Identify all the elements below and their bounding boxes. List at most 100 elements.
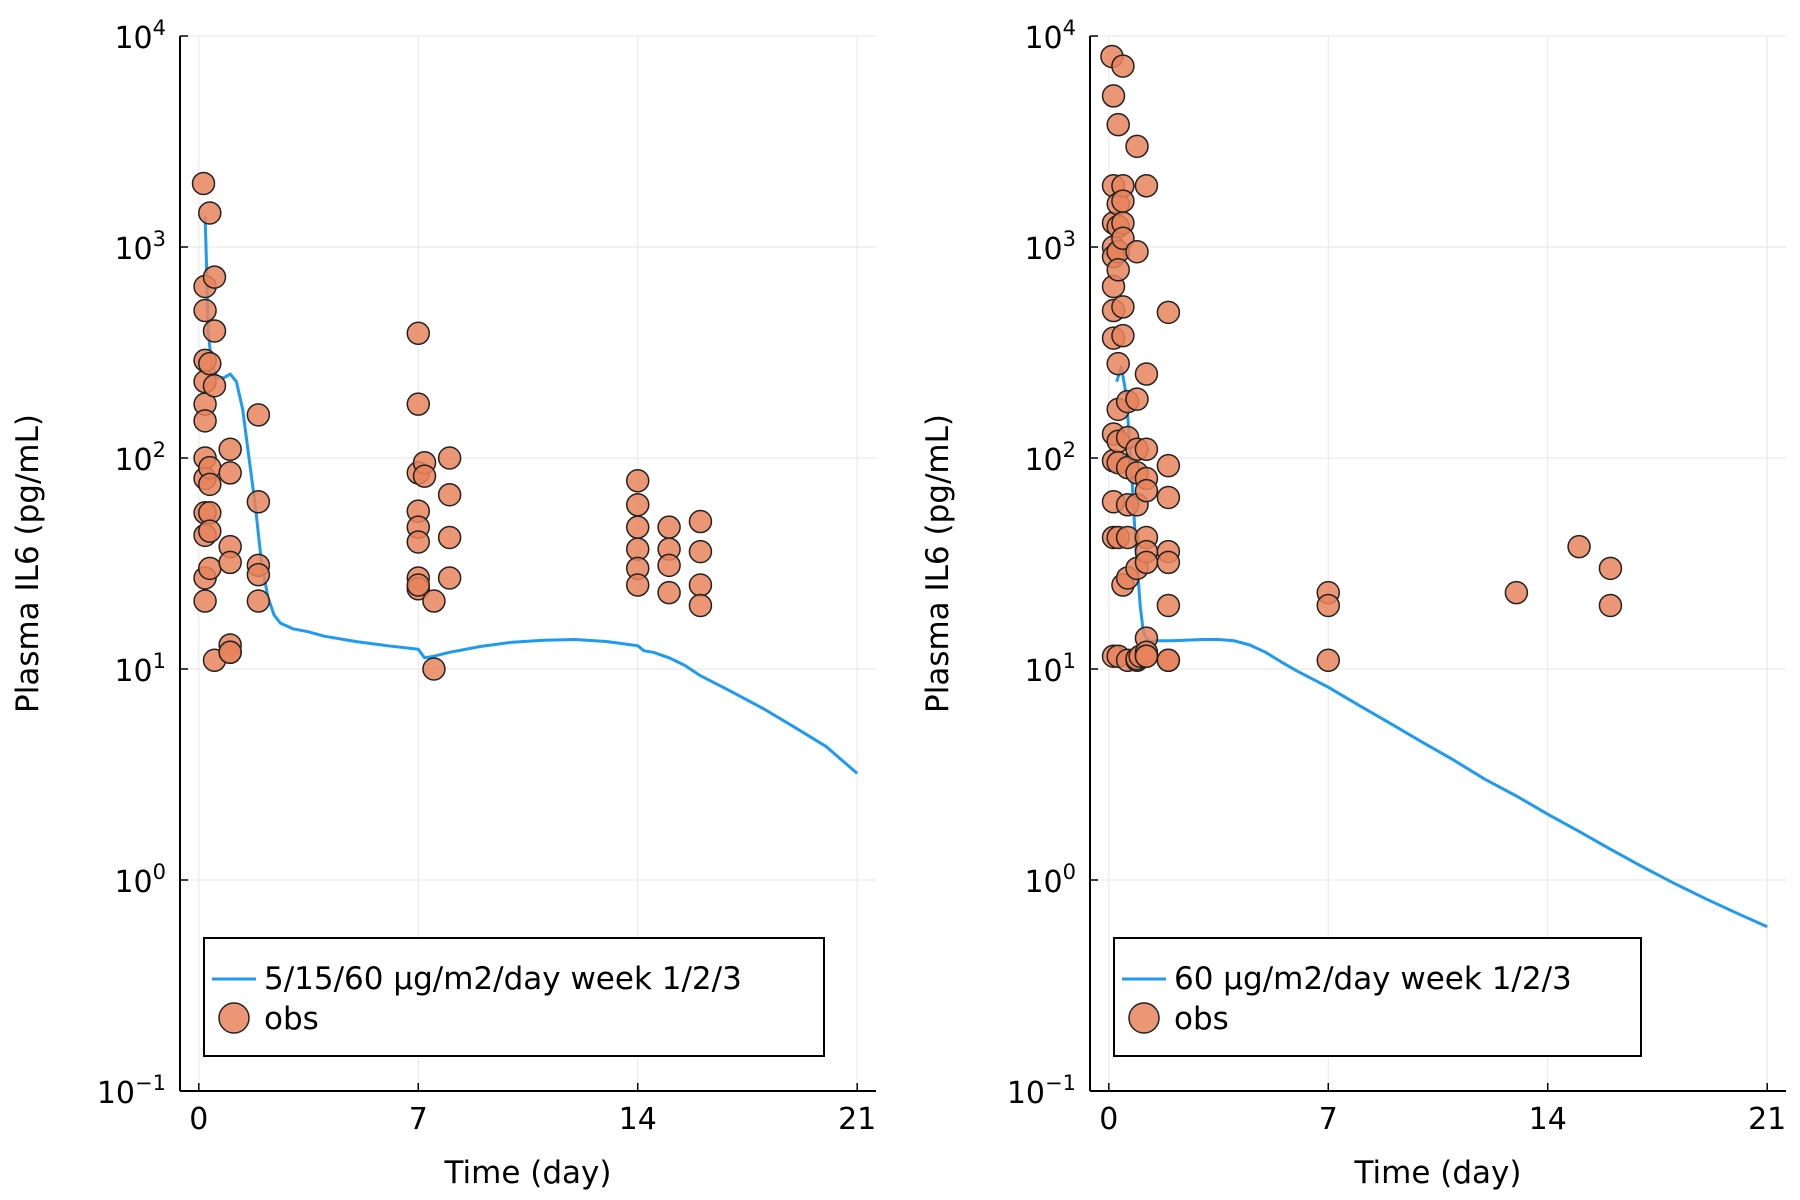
y-tick-label: 101 bbox=[1024, 649, 1076, 689]
observation-point bbox=[406, 321, 431, 346]
observation-point bbox=[412, 464, 437, 488]
observation-point bbox=[1156, 485, 1181, 510]
observation-point bbox=[1156, 593, 1181, 618]
x-tick-label: 21 bbox=[1748, 1102, 1786, 1137]
observation-point bbox=[202, 265, 227, 289]
x-tick-label: 0 bbox=[189, 1102, 208, 1137]
observation-point bbox=[191, 171, 216, 196]
y-tick-label: 104 bbox=[114, 16, 166, 56]
legend-label-model: 5/15/60 μg/m2/day week 1/2/3 bbox=[264, 961, 742, 997]
observation-point bbox=[1134, 437, 1159, 462]
legend-box bbox=[1113, 937, 1642, 1057]
observation-point bbox=[1134, 478, 1159, 503]
observation-point bbox=[1111, 295, 1135, 319]
y-tick-label: 10−1 bbox=[1007, 1071, 1076, 1111]
x-tick-label: 14 bbox=[1529, 1102, 1567, 1137]
observation-point bbox=[246, 490, 271, 514]
observation-point bbox=[1316, 648, 1341, 673]
x-axis-title: Time (day) bbox=[1354, 1155, 1522, 1191]
x-tick-label: 7 bbox=[1319, 1102, 1338, 1137]
y-tick-label: 102 bbox=[1024, 438, 1076, 478]
x-tick-label: 14 bbox=[619, 1102, 657, 1137]
observation-point bbox=[1598, 593, 1623, 618]
observation-point bbox=[625, 573, 650, 597]
observation-point bbox=[688, 509, 713, 534]
observation-point bbox=[688, 539, 713, 564]
observation-point bbox=[198, 519, 222, 543]
observation-point bbox=[657, 553, 681, 578]
observation-point bbox=[437, 446, 462, 470]
observation-point bbox=[198, 351, 222, 376]
observation-point bbox=[1111, 54, 1135, 78]
observation-point bbox=[246, 562, 271, 587]
observation-point bbox=[406, 392, 431, 416]
y-tick-label: 100 bbox=[114, 860, 166, 900]
legend-marker-swatch bbox=[218, 1002, 250, 1034]
observation-point bbox=[1101, 84, 1126, 108]
observation-point bbox=[625, 469, 650, 493]
x-axis-title: Time (day) bbox=[444, 1155, 612, 1191]
y-tick-label: 10−1 bbox=[97, 1071, 166, 1111]
observation-point bbox=[1134, 550, 1159, 575]
observation-point bbox=[193, 409, 217, 433]
observation-point bbox=[218, 461, 242, 485]
y-tick-label: 101 bbox=[114, 649, 166, 689]
observation-point bbox=[1156, 300, 1181, 325]
observation-point bbox=[218, 437, 242, 462]
legend-box bbox=[203, 937, 825, 1057]
y-tick-label: 100 bbox=[1024, 860, 1076, 900]
observation-point bbox=[1156, 550, 1181, 575]
y-tick-label: 103 bbox=[114, 227, 166, 267]
y-axis-title: Plasma IL6 (pg/mL) bbox=[10, 414, 46, 713]
observation-point bbox=[1134, 174, 1159, 198]
observation-point bbox=[1316, 593, 1341, 618]
observation-point bbox=[1134, 644, 1159, 668]
observation-point bbox=[1156, 453, 1181, 478]
observation-point bbox=[625, 515, 650, 539]
right-panel: 0 7 14 21 10−1 100 101 102 103 104 Time (day) Plasm… bbox=[920, 16, 1786, 1191]
legend-marker-swatch bbox=[1128, 1002, 1160, 1034]
left-panel: 0 7 14 21 10−1 100 101 102 103 104 Time (day) Plasm… bbox=[10, 16, 876, 1191]
observation-point bbox=[625, 493, 650, 517]
x-tick-label: 7 bbox=[409, 1102, 428, 1137]
legend-label-obs: obs bbox=[264, 1001, 319, 1037]
observation-point bbox=[437, 566, 462, 590]
observation-point bbox=[1125, 239, 1149, 264]
observation-point bbox=[1111, 323, 1135, 348]
y-tick-label: 103 bbox=[1024, 227, 1076, 267]
observation-point bbox=[1134, 362, 1159, 386]
observation-point bbox=[202, 373, 227, 398]
x-tick-label: 0 bbox=[1099, 1102, 1118, 1137]
observation-point bbox=[218, 550, 242, 575]
observation-point bbox=[1567, 534, 1591, 559]
observation-point bbox=[198, 556, 222, 581]
legend-label-model: 60 μg/m2/day week 1/2/3 bbox=[1174, 961, 1572, 997]
observation-point bbox=[218, 640, 242, 665]
model-line bbox=[203, 216, 859, 775]
y-tick-label: 104 bbox=[1024, 16, 1076, 56]
observation-point bbox=[688, 593, 713, 618]
observation-point bbox=[1504, 580, 1529, 605]
observation-point bbox=[657, 580, 681, 605]
observation-point bbox=[202, 319, 227, 343]
observation-point bbox=[198, 472, 222, 497]
observation-point bbox=[688, 573, 713, 597]
observation-point bbox=[198, 201, 222, 225]
y-tick-label: 102 bbox=[114, 438, 166, 478]
observation-point bbox=[406, 573, 431, 597]
observation-point bbox=[193, 298, 217, 323]
y-axis-title: Plasma IL6 (pg/mL) bbox=[920, 414, 956, 713]
observation-point bbox=[1598, 556, 1623, 581]
observation-point bbox=[422, 589, 446, 613]
x-tick-label: 21 bbox=[838, 1102, 876, 1137]
observation-point bbox=[422, 657, 446, 681]
model-line bbox=[1115, 365, 1768, 929]
observation-point bbox=[1156, 648, 1181, 673]
observation-point bbox=[657, 515, 681, 539]
observation-point bbox=[1125, 134, 1149, 159]
observation-point bbox=[1106, 258, 1130, 282]
observation-point bbox=[193, 589, 217, 613]
observation-point bbox=[246, 403, 271, 427]
observation-point bbox=[1111, 189, 1135, 213]
